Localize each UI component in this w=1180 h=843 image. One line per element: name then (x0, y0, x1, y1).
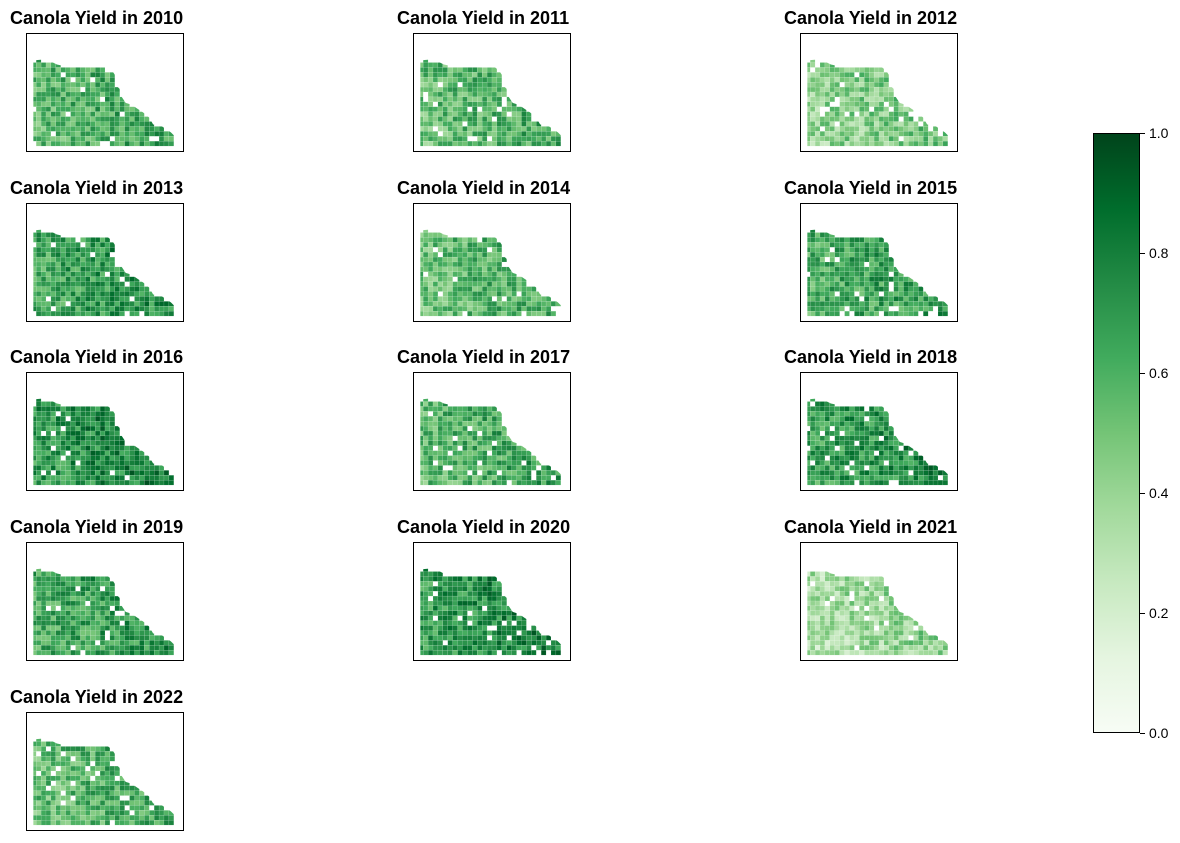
colorbar-tick-label: 0.4 (1149, 485, 1169, 501)
map-panel (800, 372, 958, 491)
choropleth-map (33, 229, 174, 317)
choropleth-map (807, 229, 948, 317)
panel-title: Canola Yield in 2015 (784, 178, 958, 198)
map-panel (413, 33, 571, 152)
colorbar-tick (1140, 493, 1145, 494)
map-panel (26, 203, 184, 322)
colorbar-tick-label: 1.0 (1149, 125, 1169, 141)
panel-title: Canola Yield in 2020 (397, 517, 571, 537)
map-panel (413, 542, 571, 661)
map-panel (413, 372, 571, 491)
choropleth-map (807, 398, 948, 486)
choropleth-map (33, 59, 174, 147)
colorbar-tick (1140, 133, 1145, 134)
municipality-cells (807, 571, 948, 656)
map-panel (413, 203, 571, 322)
colorbar-tick (1140, 253, 1145, 254)
choropleth-map (807, 59, 948, 147)
municipality-cells (420, 568, 561, 656)
map-panel (26, 33, 184, 152)
panel-title: Canola Yield in 2021 (784, 517, 958, 537)
map-panel (26, 372, 184, 491)
choropleth-map (420, 59, 561, 147)
panel-title: Canola Yield in 2017 (397, 347, 571, 367)
map-panel (800, 203, 958, 322)
map-panel (800, 33, 958, 152)
municipality-cells (33, 59, 174, 147)
choropleth-map (33, 738, 174, 826)
municipality-cells (33, 398, 174, 486)
panel-title: Canola Yield in 2019 (10, 517, 184, 537)
map-panel (800, 542, 958, 661)
municipality-cells (807, 229, 948, 317)
map-panel (26, 542, 184, 661)
municipality-cells (807, 59, 948, 147)
map-panel (26, 712, 184, 831)
panel-title: Canola Yield in 2011 (397, 8, 570, 28)
municipality-cells (807, 398, 948, 486)
municipality-cells (33, 738, 174, 826)
panel-title: Canola Yield in 2014 (397, 178, 571, 198)
panel-title: Canola Yield in 2012 (784, 8, 958, 28)
choropleth-map (33, 398, 174, 486)
panel-title: Canola Yield in 2010 (10, 8, 184, 28)
choropleth-map (420, 398, 561, 486)
panel-title: Canola Yield in 2013 (10, 178, 184, 198)
panel-title: Canola Yield in 2022 (10, 687, 184, 707)
colorbar-tick (1140, 613, 1145, 614)
colorbar-tick (1140, 373, 1145, 374)
colorbar-tick-label: 0.6 (1149, 365, 1169, 381)
municipality-cells (420, 59, 561, 147)
municipality-cells (420, 229, 561, 317)
municipality-cells (33, 568, 174, 656)
municipality-cells (33, 229, 174, 317)
colorbar (1093, 133, 1140, 733)
choropleth-map (807, 571, 948, 656)
municipality-cells (420, 398, 561, 486)
colorbar-tick-label: 0.2 (1149, 605, 1169, 621)
colorbar-tick-label: 0.0 (1149, 725, 1169, 741)
choropleth-map (420, 229, 561, 317)
panel-title: Canola Yield in 2016 (10, 347, 184, 367)
panel-title: Canola Yield in 2018 (784, 347, 958, 367)
choropleth-map (420, 568, 561, 656)
colorbar-tick-label: 0.8 (1149, 245, 1169, 261)
choropleth-map (33, 568, 174, 656)
colorbar-tick (1140, 733, 1145, 734)
